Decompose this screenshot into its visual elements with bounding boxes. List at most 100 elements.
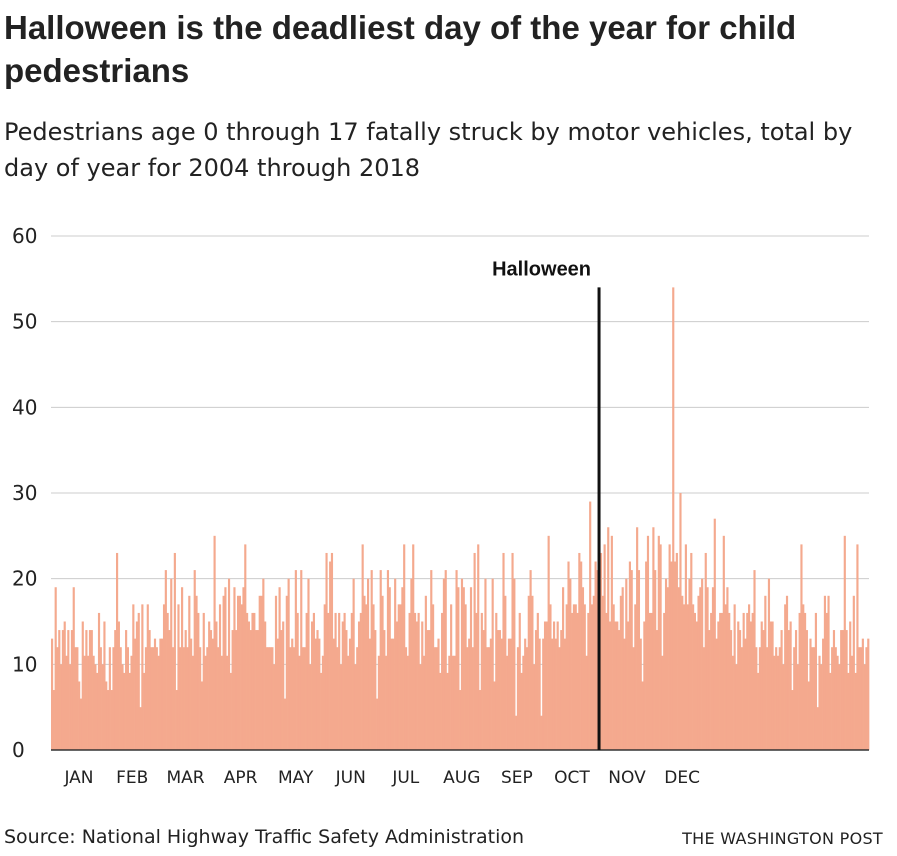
month-label: JAN (63, 768, 93, 788)
day-bar (475, 612, 478, 750)
day-bar (161, 638, 164, 750)
day-bar (397, 604, 400, 750)
day-bar (509, 638, 512, 750)
day-bar (693, 612, 696, 750)
day-bar (558, 647, 561, 750)
day-bar (58, 630, 61, 750)
day-bar (361, 544, 364, 750)
day-bar (162, 604, 166, 750)
month-label: NOV (608, 768, 646, 788)
day-bar (441, 612, 444, 750)
day-bar (784, 604, 787, 750)
day-bar (843, 535, 846, 750)
day-bar (354, 664, 357, 750)
day-bar (134, 638, 137, 750)
y-tick-label: 20 (12, 567, 37, 591)
day-bar (345, 630, 348, 750)
day-bar (659, 544, 662, 750)
day-bar (789, 621, 792, 750)
day-bar (562, 587, 565, 750)
day-bar (119, 647, 122, 750)
day-bar (453, 655, 456, 750)
day-bar (325, 552, 328, 750)
day-bar (280, 630, 283, 750)
day-bar (825, 612, 828, 750)
day-bar (376, 698, 379, 750)
day-bar (531, 595, 534, 750)
day-bar (419, 664, 422, 750)
day-bar (117, 621, 120, 750)
day-bar (63, 621, 66, 750)
day-bar (444, 570, 447, 750)
day-bar (153, 638, 157, 750)
day-bar (81, 621, 84, 750)
day-bar (740, 647, 743, 750)
day-bar (175, 690, 178, 750)
day-bar (121, 664, 124, 750)
day-bar (522, 655, 525, 750)
day-bar (782, 664, 785, 750)
day-bar (704, 552, 707, 750)
day-bar (383, 630, 386, 750)
day-bar (96, 672, 99, 750)
day-bar (863, 664, 866, 750)
day-bar (247, 621, 250, 750)
day-bar (549, 604, 552, 750)
day-bar (487, 647, 491, 750)
day-bar (823, 595, 827, 750)
day-bar (309, 664, 312, 750)
day-bar (139, 707, 142, 750)
day-bar (854, 672, 857, 750)
day-bar (655, 630, 659, 750)
day-bar (451, 655, 455, 750)
day-bar (742, 612, 745, 750)
day-bar (748, 604, 751, 750)
day-bar (424, 595, 427, 750)
month-label: MAR (166, 768, 204, 788)
day-bar (448, 655, 451, 750)
day-bar (498, 630, 501, 750)
bar-layer (51, 287, 870, 750)
day-bar (845, 630, 848, 750)
day-bar (213, 535, 216, 750)
day-bar (818, 655, 821, 750)
day-bar (356, 647, 359, 750)
day-bar (78, 681, 81, 750)
day-bar (708, 630, 711, 750)
day-bar (525, 647, 529, 750)
day-bar (711, 587, 715, 750)
bar-chart: 0 10 20 30 40 50 60 JAN FEB MAR APR MAY JUN JUL AUG SEP… (12, 224, 870, 788)
day-bar (130, 655, 133, 750)
day-bar (388, 587, 391, 750)
day-bar (480, 612, 483, 750)
day-bar (182, 647, 185, 750)
day-bar (157, 655, 160, 750)
day-bar (699, 587, 702, 750)
day-bar (186, 647, 189, 750)
day-bar (386, 570, 390, 750)
day-bar (616, 621, 619, 750)
day-bar (636, 527, 639, 750)
day-bar (200, 681, 204, 750)
day-bar (621, 587, 624, 750)
day-bar (291, 638, 294, 750)
day-bar (599, 552, 603, 750)
day-bar (132, 604, 135, 750)
day-bar (92, 655, 95, 750)
day-bar (150, 647, 153, 750)
day-bar (585, 655, 588, 750)
day-bar (618, 630, 621, 750)
day-bar (208, 621, 211, 750)
day-bar (807, 681, 810, 750)
day-bar (832, 630, 836, 750)
day-bar (103, 621, 106, 750)
day-bar (507, 638, 511, 750)
day-bar (867, 638, 870, 750)
day-bar (695, 621, 698, 750)
day-bar (675, 552, 678, 750)
day-bar (69, 664, 72, 750)
day-bar (776, 655, 780, 750)
day-bar (116, 552, 119, 750)
day-bar (413, 612, 417, 750)
day-bar (67, 630, 70, 750)
